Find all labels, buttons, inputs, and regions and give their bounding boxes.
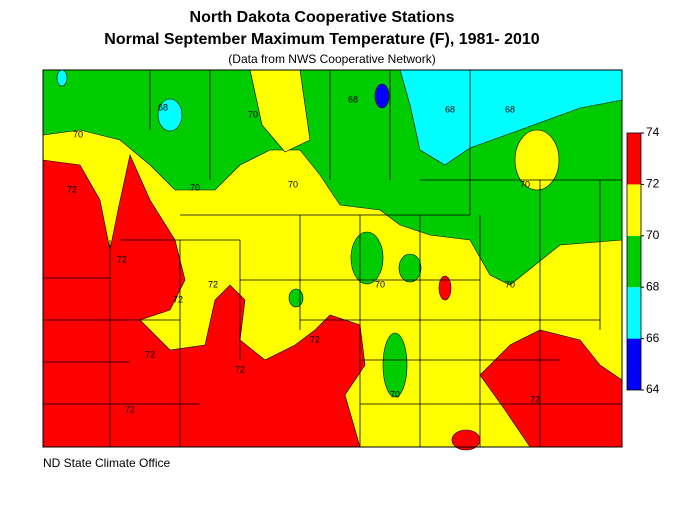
region bbox=[42, 154, 366, 448]
source-note: (Data from NWS Cooperative Network) bbox=[228, 52, 435, 66]
region bbox=[398, 253, 422, 283]
contour-label: 70 bbox=[375, 279, 385, 289]
contour-label: 72 bbox=[145, 349, 155, 359]
region bbox=[382, 332, 408, 398]
region bbox=[350, 231, 384, 285]
legend-tick-label: 74 bbox=[646, 125, 660, 139]
legend-bin bbox=[627, 235, 641, 288]
contour-label: 72 bbox=[173, 294, 183, 304]
contour-label: 68 bbox=[445, 104, 455, 114]
legend-tick-label: 66 bbox=[646, 331, 660, 345]
legend-tick-label: 64 bbox=[646, 382, 660, 396]
footer: ND State Climate Office bbox=[43, 456, 170, 470]
legend-tick-label: 72 bbox=[646, 177, 660, 191]
legend-border bbox=[626, 132, 642, 391]
contour-label: 68 bbox=[505, 104, 515, 114]
contour-label: 72 bbox=[208, 279, 218, 289]
region bbox=[438, 275, 452, 301]
contour-labels: 68 68 68 68 70 70 70 70 70 70 70 70 72 72 72 72 72 72 72 72… bbox=[67, 94, 540, 414]
map bbox=[42, 69, 623, 451]
map-border bbox=[42, 69, 623, 448]
contour-label: 72 bbox=[125, 404, 135, 414]
legend-bin bbox=[627, 184, 641, 236]
contour-label: 70 bbox=[520, 179, 530, 189]
region bbox=[157, 98, 183, 132]
contour-label: 68 bbox=[348, 94, 358, 104]
legend-bin bbox=[627, 133, 641, 185]
contour-label: 72 bbox=[310, 334, 320, 344]
legend-tick-label: 70 bbox=[646, 228, 660, 242]
contour-label: 72 bbox=[67, 184, 77, 194]
legend-bin bbox=[627, 287, 641, 339]
legend-bin bbox=[627, 338, 641, 390]
contour-label: 72 bbox=[235, 364, 245, 374]
region bbox=[288, 288, 304, 308]
contour-label: 70 bbox=[248, 109, 258, 119]
region bbox=[374, 83, 390, 109]
region bbox=[56, 69, 68, 87]
legend: 64 66 68 70 72 74 bbox=[626, 125, 660, 396]
contour-label: 70 bbox=[390, 389, 400, 399]
contour-label: 70 bbox=[190, 182, 200, 192]
subtitle: Normal September Maximum Temperature (F)… bbox=[104, 31, 540, 48]
contour-label: 70 bbox=[73, 129, 83, 139]
contour-label: 72 bbox=[530, 394, 540, 404]
contour-label: 70 bbox=[505, 279, 515, 289]
region bbox=[514, 129, 560, 191]
title: North Dakota Cooperative Stations bbox=[190, 9, 455, 26]
contour-label: 68 bbox=[158, 102, 168, 112]
region bbox=[479, 329, 623, 448]
county-lines bbox=[43, 70, 622, 447]
legend-tick-label: 68 bbox=[646, 279, 660, 293]
contour-label: 72 bbox=[117, 254, 127, 264]
contour-label: 70 bbox=[288, 179, 298, 189]
